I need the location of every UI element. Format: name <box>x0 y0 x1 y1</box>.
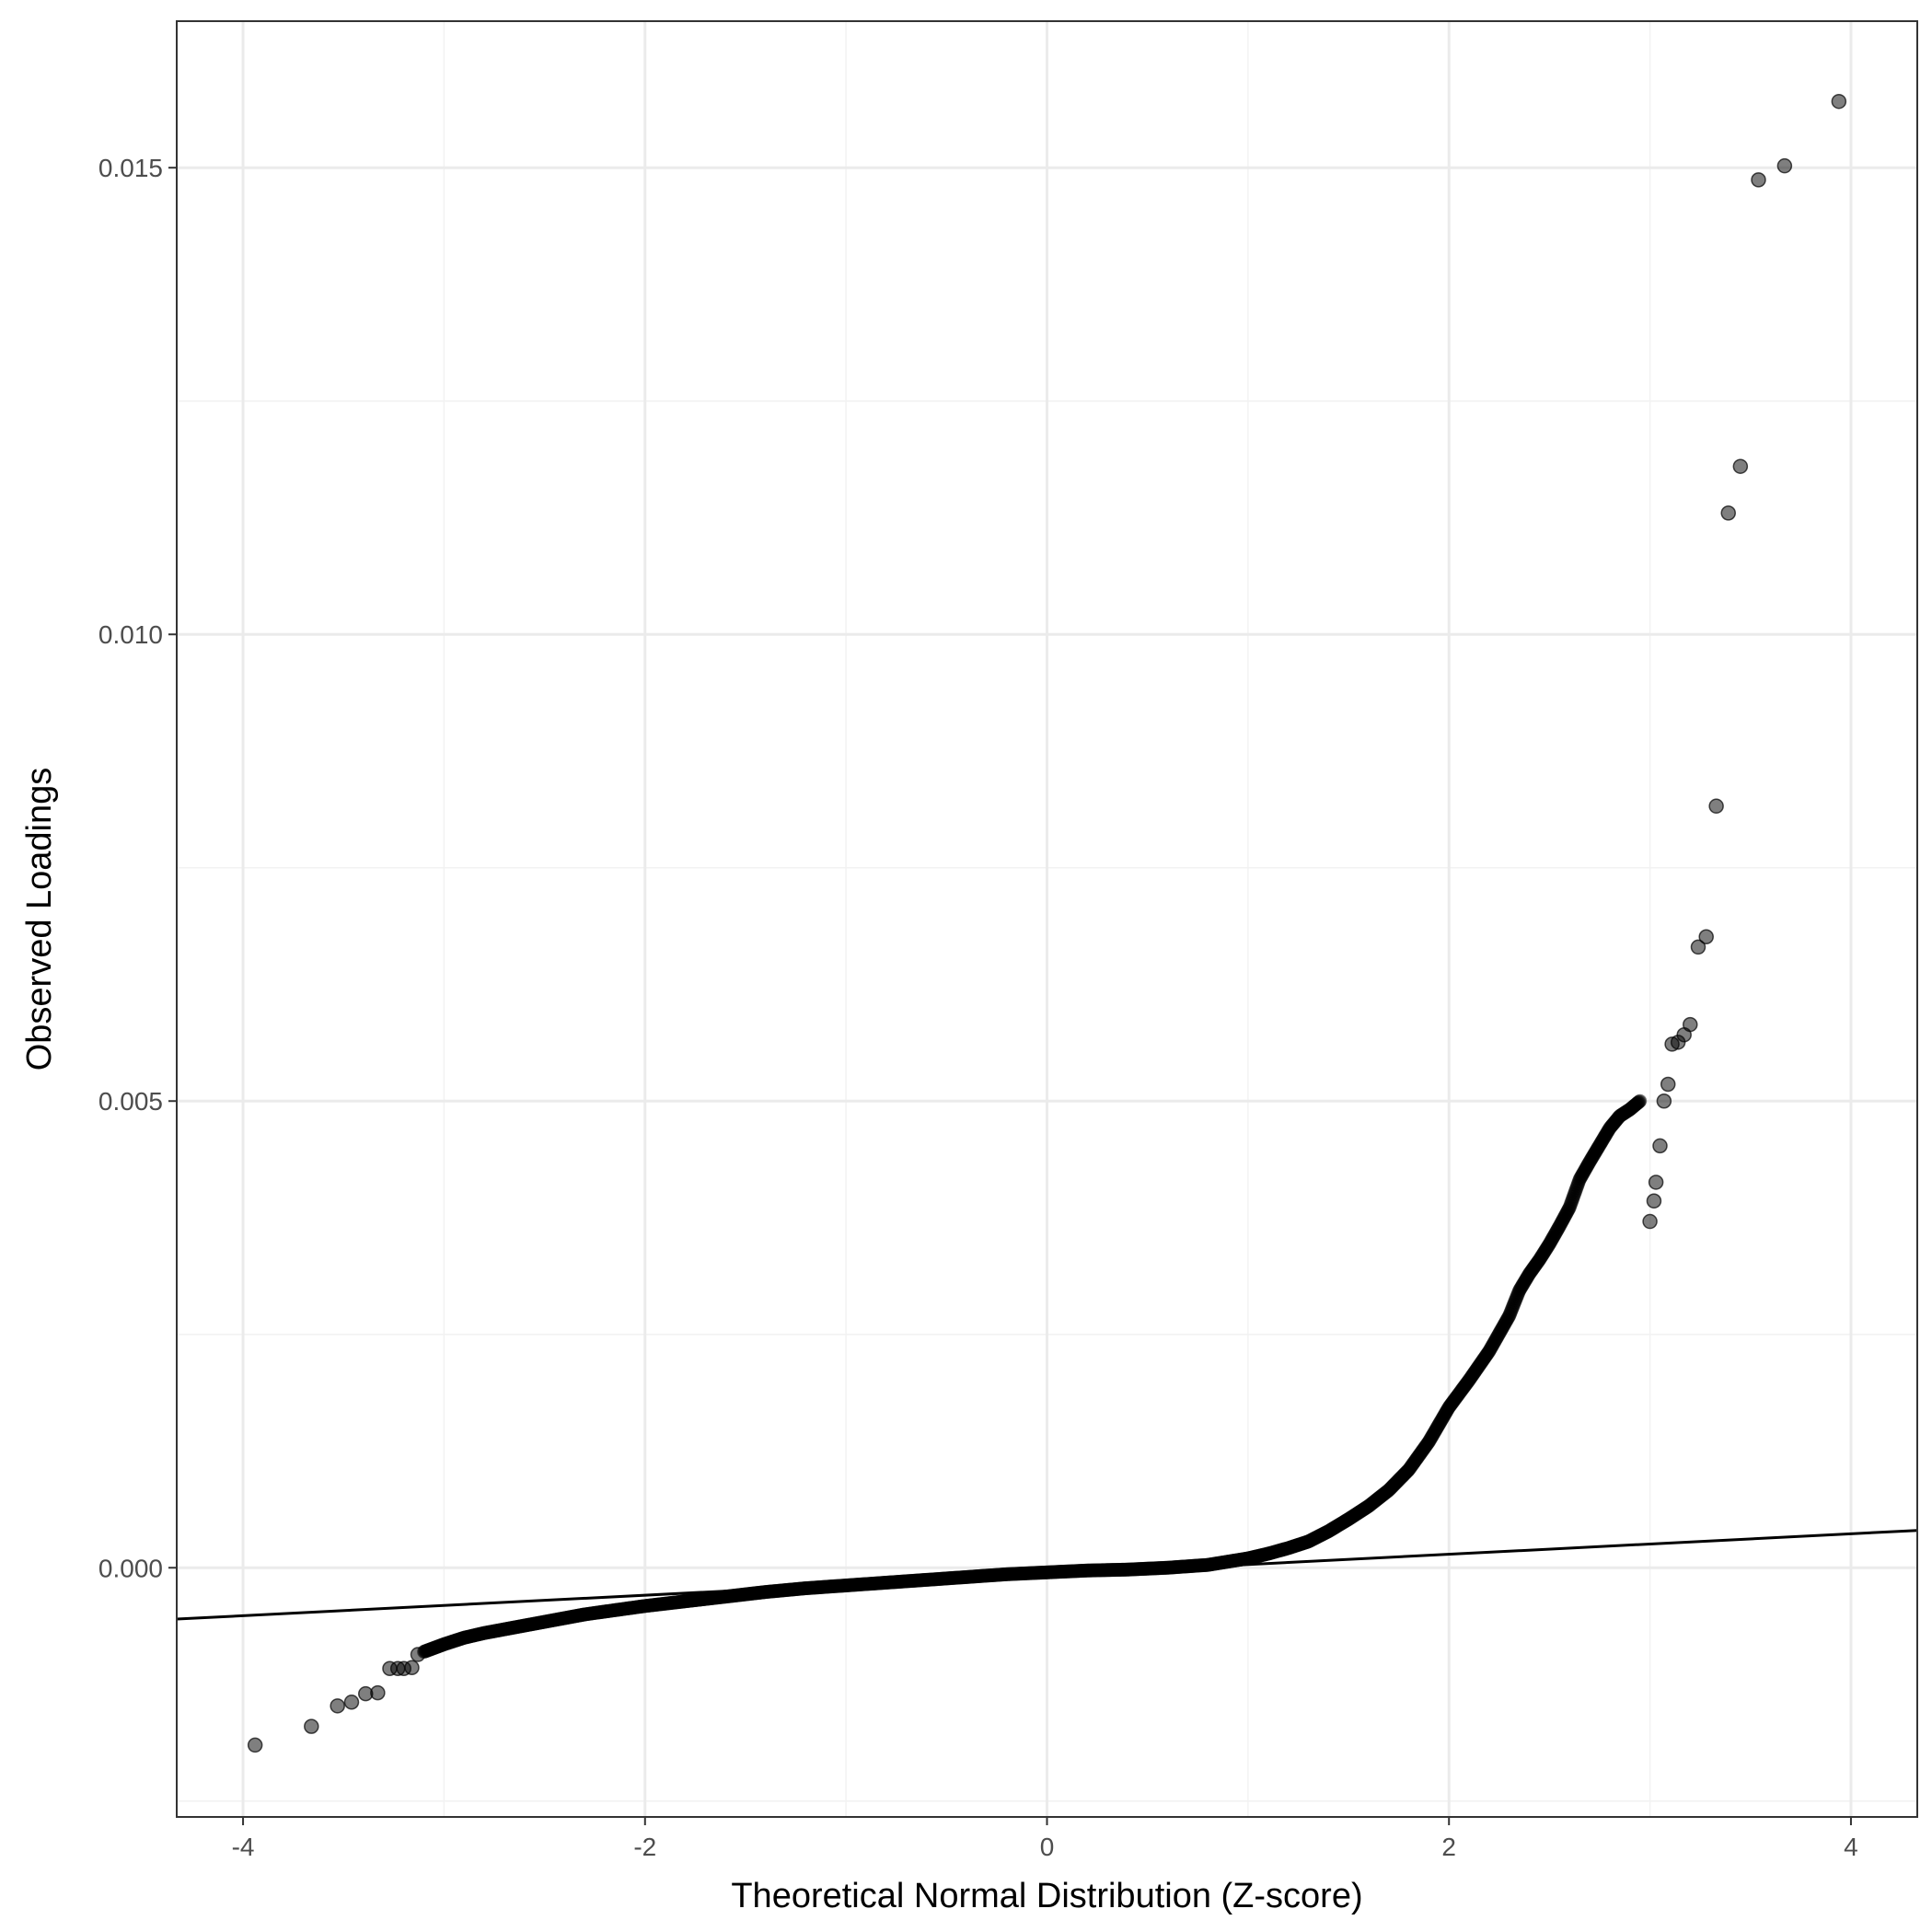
data-point <box>304 1718 319 1734</box>
x-tick-label: 2 <box>1441 1833 1456 1861</box>
x-tick-label: 0 <box>1040 1833 1055 1861</box>
data-point <box>1660 1076 1676 1093</box>
data-point <box>1708 798 1724 815</box>
data-point <box>1751 172 1766 188</box>
data-point <box>1683 1016 1698 1033</box>
y-axis-title: Observed Loadings <box>20 768 59 1071</box>
data-point <box>1642 1213 1658 1230</box>
data-point <box>410 1647 426 1662</box>
data-point <box>1732 458 1749 474</box>
y-tick-label: 0.015 <box>98 154 163 182</box>
data-point <box>1776 157 1793 174</box>
x-axis-title: Theoretical Normal Distribution (Z-score… <box>731 1877 1362 1915</box>
data-point <box>1633 1093 1648 1108</box>
data-point <box>343 1695 360 1710</box>
y-tick-label: 0.005 <box>98 1087 163 1116</box>
data-point <box>1646 1193 1662 1209</box>
x-tick-label: 4 <box>1844 1833 1858 1861</box>
data-point <box>1656 1093 1672 1109</box>
x-tick-label: -2 <box>633 1833 656 1861</box>
data-points <box>247 93 1847 1753</box>
data-point <box>1648 1174 1664 1190</box>
major-gridlines <box>177 21 1917 1817</box>
data-point <box>1720 505 1736 521</box>
x-axis-ticks: -4 -2 0 2 4 <box>232 1817 1858 1861</box>
y-tick-label: 0.010 <box>98 620 163 649</box>
x-tick-label: -4 <box>232 1833 255 1861</box>
y-axis-ticks: 0.000 0.005 0.010 0.015 <box>98 154 177 1582</box>
y-tick-label: 0.000 <box>98 1554 163 1582</box>
data-point <box>1652 1138 1668 1154</box>
data-point <box>1690 939 1706 955</box>
data-point <box>330 1698 345 1714</box>
data-point <box>1831 93 1847 110</box>
data-point <box>370 1684 386 1701</box>
data-point <box>404 1660 420 1676</box>
data-point <box>1698 929 1714 945</box>
data-point <box>247 1737 263 1753</box>
